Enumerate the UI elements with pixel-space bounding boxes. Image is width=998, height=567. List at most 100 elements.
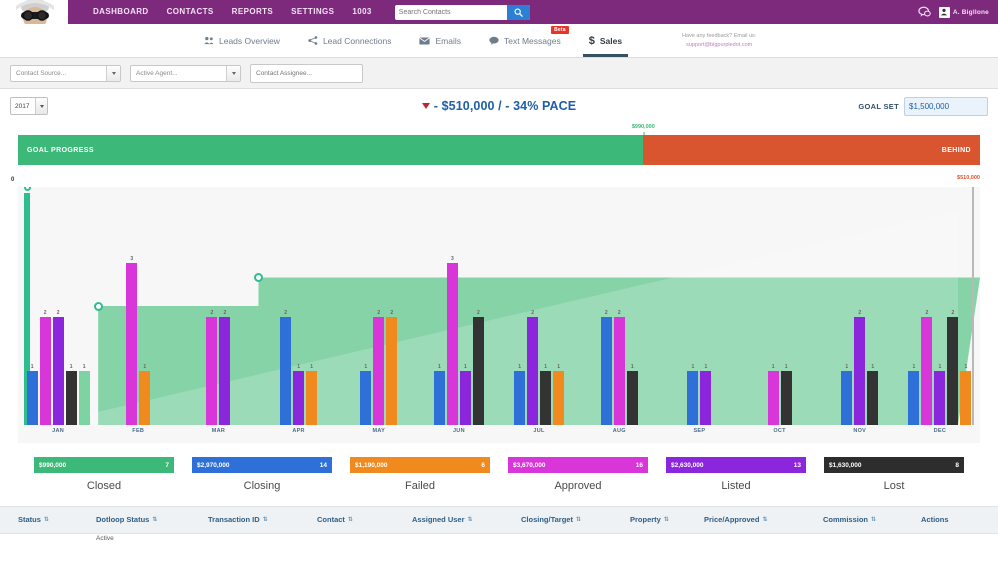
goal-set-label: GOAL SET [858,101,899,111]
bar-lost-jan[interactable]: 1 [65,364,77,425]
tab-text-messages[interactable]: Text Messages Beta [475,24,575,57]
chat-bubble-icon[interactable] [918,6,931,18]
nav-reports[interactable]: REPORTS [231,7,274,16]
summary-bar-lost[interactable]: $1,630,000 8 [824,457,964,473]
th-contact[interactable]: Contact ⇅ [317,515,353,524]
bars-layer: 1 2 2 1 1 3 1 2 2 2 1 1 1 2 2 1 3 1 2 1 2 1 1 2 2 1 1 1 1 1 1 2 1 1 2 1 2 1 [18,187,980,425]
summary-bar-approved[interactable]: $3,670,000 16 [508,457,648,473]
th-dotloop-status[interactable]: Dotloop Status ⇅ [96,515,157,524]
bar-closing-aug[interactable]: 2 [600,310,612,425]
th-property[interactable]: Property ⇅ [630,515,669,524]
sort-updown-icon[interactable]: ⇅ [262,517,268,523]
feedback-email[interactable]: support@bigpurpledot.com [686,41,753,48]
bar-listed-apr[interactable]: 1 [293,364,305,425]
filter-contact-source[interactable]: Contact Source... [10,64,121,82]
bar-approved-dec[interactable]: 2 [921,310,933,425]
goal-progress-bar: GOAL PROGRESS $990,000 BEHIND $510,000 G… [18,124,980,199]
bar-failed-jul[interactable]: 1 [553,364,565,425]
bar-closing-jul[interactable]: 1 [514,364,526,425]
bar-closing-apr[interactable]: 2 [280,310,292,425]
bar-closing-dec[interactable]: 1 [908,364,920,425]
nav-contacts[interactable]: CONTACTS [166,7,214,16]
sort-updown-icon[interactable]: ⇅ [762,517,768,523]
bar-failed-apr[interactable]: 1 [306,364,318,425]
tab-emails[interactable]: Emails [405,24,475,57]
sales-bar-chart[interactable]: 1 2 2 1 1 3 1 2 2 2 1 1 1 2 2 1 3 1 2 1 2 1 1 2 2 1 1 1 1 1 1 2 1 1 2 1 2 1 [18,187,980,425]
share-nodes-icon [308,36,318,45]
summary-amount: $2,630,000 [671,461,704,469]
brand-logo[interactable] [14,0,58,28]
bar-listed-jul[interactable]: 2 [527,310,539,425]
th-closing-target[interactable]: Closing/Target ⇅ [521,515,581,524]
sort-updown-icon[interactable]: ⇅ [347,517,353,523]
filter-contact-assignee-input[interactable] [250,63,363,83]
bar-listed-dec[interactable]: 1 [934,364,946,425]
bar-value-label: 1 [938,364,942,370]
bar-approved-aug[interactable]: 2 [613,310,625,425]
bar-lost-nov[interactable]: 1 [867,364,879,425]
goal-step-area [18,210,980,425]
nav-1003[interactable]: 1003 [352,7,372,16]
nav-dashboard[interactable]: DASHBOARD [93,7,149,16]
bar-closing-jun[interactable]: 1 [433,364,445,425]
bar-listed-mar[interactable]: 2 [219,310,231,425]
bar-lost-jul[interactable]: 1 [540,364,552,425]
bar-approved-oct[interactable]: 1 [767,364,779,425]
year-select[interactable]: 2017 [10,97,48,115]
sort-updown-icon[interactable]: ⇅ [467,517,473,523]
goal-region-fill [18,277,980,425]
bar-listed-jan[interactable]: 2 [52,310,64,425]
goal-set-input[interactable] [904,96,988,116]
bar-approved-jan[interactable]: 2 [39,310,51,425]
month-label-oct: OCT [773,428,786,434]
th-commission[interactable]: Commission ⇅ [823,515,876,524]
search-button[interactable] [506,4,530,20]
bar-lost-dec[interactable]: 2 [947,310,959,425]
bar-closing-sep[interactable]: 1 [687,364,699,425]
tab-lead-connections[interactable]: Lead Connections [294,24,406,57]
bar-value-label: 2 [925,310,929,316]
summary-amount: $990,000 [39,461,67,469]
tab-leads-overview[interactable]: Leads Overview [190,24,294,57]
bar-listed-jun[interactable]: 1 [459,364,471,425]
bar-approved-may[interactable]: 2 [373,310,385,425]
bar-value-label: 2 [284,310,287,316]
bar-failed-may[interactable]: 2 [386,310,398,425]
bar-approved-jun[interactable]: 3 [446,256,458,425]
bar-listed-nov[interactable]: 2 [854,310,866,425]
sort-updown-icon[interactable]: ⇅ [575,517,581,523]
th-status[interactable]: Status ⇅ [18,515,49,524]
transactions-table-first-row[interactable]: Active [0,534,998,548]
bar-lost-aug[interactable]: 1 [626,364,638,425]
th-transaction-id[interactable]: Transaction ID ⇅ [208,515,268,524]
bar-closing-nov[interactable]: 1 [841,364,853,425]
th-actions[interactable]: Actions [921,515,949,524]
nav-settings[interactable]: SETTINGS [291,7,335,16]
tab-sales[interactable]: $ Sales [575,24,636,57]
search-input[interactable] [394,4,507,20]
chevron-down-icon [106,65,120,81]
bar-lost-jun[interactable]: 2 [472,310,484,425]
sort-updown-icon[interactable]: ⇅ [152,517,158,523]
summary-bar-closed[interactable]: $990,000 7 [34,457,174,473]
summary-bar-closing[interactable]: $2,970,000 14 [192,457,332,473]
bar-listed-sep[interactable]: 1 [700,364,712,425]
bar-failed-feb[interactable]: 1 [139,364,151,425]
bar-lost-oct[interactable]: 1 [780,364,792,425]
bar-approved-feb[interactable]: 3 [126,256,138,425]
bar-approved-mar[interactable]: 2 [206,310,218,425]
th-label: Property [630,515,661,524]
bar-closing-jan[interactable]: 1 [26,364,38,425]
summary-bar-listed[interactable]: $2,630,000 13 [666,457,806,473]
bar-failed-dec[interactable]: 1 [960,364,972,425]
sort-updown-icon[interactable]: ⇅ [43,517,49,523]
summary-bar-failed[interactable]: $1,190,000 6 [350,457,490,473]
th-price-approved[interactable]: Price/Approved ⇅ [704,515,767,524]
filter-active-agent[interactable]: Active Agent... [130,64,241,82]
user-menu[interactable]: A. Bigllone [938,6,989,18]
sort-updown-icon[interactable]: ⇅ [871,517,877,523]
sort-updown-icon[interactable]: ⇅ [663,517,669,523]
bar-closing-may[interactable]: 1 [360,364,372,425]
bar-closed-jan[interactable]: 1 [78,364,90,425]
th-assigned-user[interactable]: Assigned User ⇅ [412,515,473,524]
